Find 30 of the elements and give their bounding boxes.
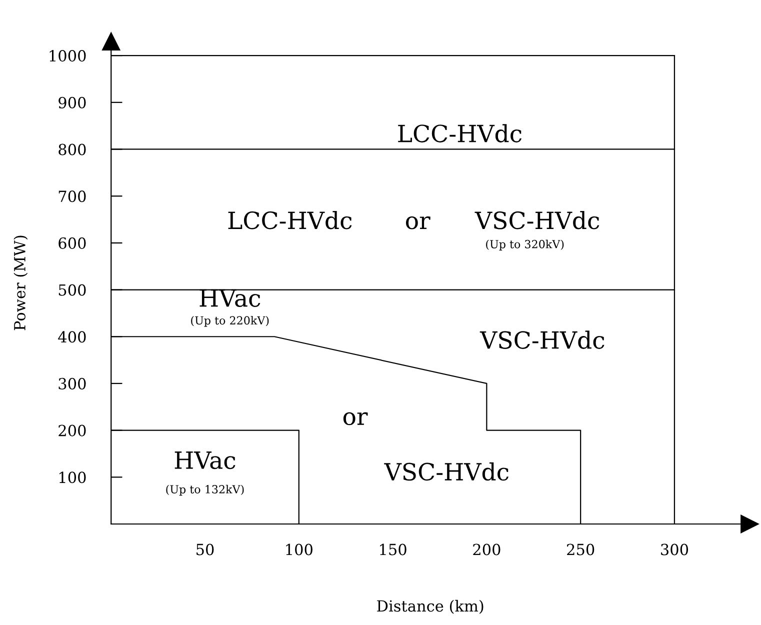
annotation: (Up to 132kV) (166, 484, 244, 496)
x-tick-label: 300 (661, 544, 688, 556)
annotation: LCC-HVdc (228, 211, 352, 230)
x-tick-label: 200 (473, 544, 500, 556)
y-tick-label: 200 (58, 424, 86, 436)
x-tick-label: 100 (286, 544, 312, 556)
annotation: (Up to 320kV) (486, 240, 564, 250)
y-tick-label: 800 (58, 144, 86, 156)
annotation: or (343, 412, 368, 426)
annotation: VSC-HVdc (480, 330, 604, 349)
annotation: VSC-HVdc (474, 211, 600, 230)
y-tick-label: 300 (58, 378, 86, 390)
y-tick-label: 600 (58, 237, 86, 249)
y-tick-label: 100 (59, 472, 86, 484)
y-tick-label: 500 (58, 284, 86, 296)
y-tick-label: 400 (58, 331, 86, 343)
x-axis-title: Distance (km) (377, 600, 484, 614)
x-tick-label: 50 (196, 544, 214, 556)
annotation: HVac (174, 452, 236, 470)
y-tick-label: 1000 (50, 50, 86, 62)
x-tick-label: 250 (567, 544, 594, 556)
annotation: HVac (200, 289, 260, 307)
annotation: (Up to 220kV) (191, 316, 269, 327)
y-axis-title: Power (MW) (14, 236, 28, 330)
x-tick-label: 150 (380, 544, 406, 556)
annotation: VSC-HVdc (384, 462, 508, 481)
annotation: LCC-HVdc (398, 124, 522, 142)
y-tick-label: 700 (58, 190, 86, 202)
annotation: or (406, 216, 430, 230)
y-tick-label: 900 (58, 96, 86, 108)
